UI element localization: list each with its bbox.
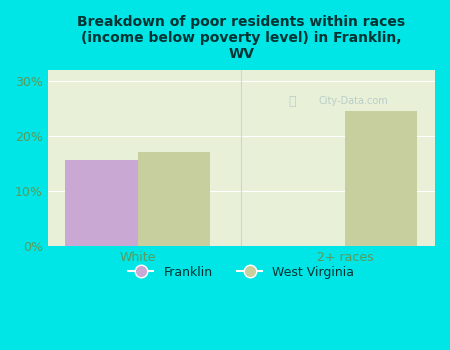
Title: Breakdown of poor residents within races
(income below poverty level) in Frankli: Breakdown of poor residents within races…: [77, 15, 405, 61]
Text: ⓘ: ⓘ: [288, 95, 296, 108]
Bar: [345, 111, 418, 246]
Bar: [138, 152, 210, 246]
Legend: Franklin, West Virginia: Franklin, West Virginia: [123, 261, 360, 284]
Text: City-Data.com: City-Data.com: [319, 96, 388, 106]
Bar: [65, 160, 138, 246]
